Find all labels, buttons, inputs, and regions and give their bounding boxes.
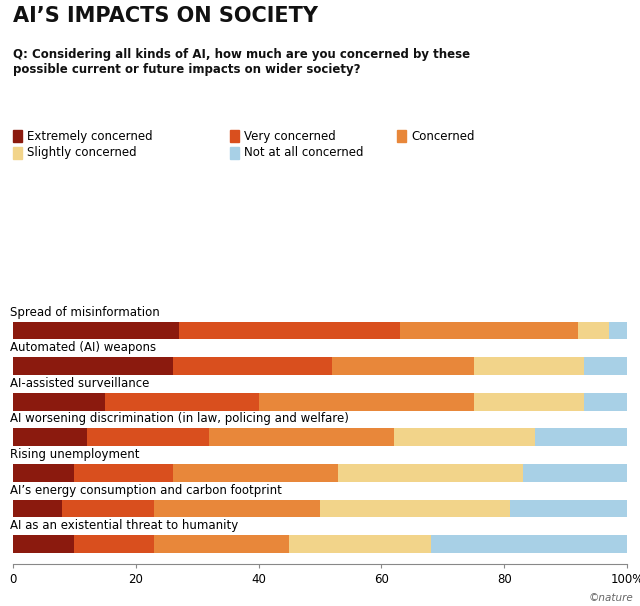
Text: Extremely concerned: Extremely concerned <box>27 130 152 143</box>
Bar <box>474 393 584 410</box>
Bar <box>209 428 394 446</box>
Bar <box>259 393 474 410</box>
Bar <box>13 464 74 482</box>
Text: AI’S IMPACTS ON SOCIETY: AI’S IMPACTS ON SOCIETY <box>13 6 318 26</box>
Text: Slightly concerned: Slightly concerned <box>27 146 136 159</box>
Bar <box>62 499 154 518</box>
Text: AI as an existential threat to humanity: AI as an existential threat to humanity <box>10 519 238 532</box>
Bar <box>74 464 173 482</box>
Bar <box>13 322 179 339</box>
Bar <box>74 535 154 553</box>
Text: Q: Considering all kinds of AI, how much are you concerned by these
possible cur: Q: Considering all kinds of AI, how much… <box>13 48 470 76</box>
Bar <box>584 357 627 375</box>
Bar <box>609 322 627 339</box>
Text: AI-assisted surveillance: AI-assisted surveillance <box>10 377 149 390</box>
Bar <box>179 322 400 339</box>
Bar <box>474 357 584 375</box>
Bar <box>173 464 339 482</box>
Bar <box>320 499 511 518</box>
Bar <box>13 357 173 375</box>
Text: Concerned: Concerned <box>411 130 474 143</box>
Text: Spread of misinformation: Spread of misinformation <box>10 305 159 319</box>
Bar <box>105 393 259 410</box>
Bar <box>13 535 74 553</box>
Bar <box>86 428 209 446</box>
Text: Rising unemployment: Rising unemployment <box>10 448 140 461</box>
Text: AI’s energy consumption and carbon footprint: AI’s energy consumption and carbon footp… <box>10 484 282 497</box>
Bar <box>289 535 431 553</box>
Bar <box>394 428 535 446</box>
Bar <box>339 464 523 482</box>
Text: Not at all concerned: Not at all concerned <box>244 146 364 159</box>
Text: AI worsening discrimination (in law, policing and welfare): AI worsening discrimination (in law, pol… <box>10 413 349 425</box>
Text: Automated (AI) weapons: Automated (AI) weapons <box>10 341 156 355</box>
Bar <box>535 428 627 446</box>
Bar <box>578 322 609 339</box>
Bar <box>400 322 578 339</box>
Bar <box>154 535 289 553</box>
Text: Very concerned: Very concerned <box>244 130 336 143</box>
Bar <box>511 499 627 518</box>
Text: ©nature: ©nature <box>589 593 634 603</box>
Bar <box>431 535 627 553</box>
Bar <box>13 393 105 410</box>
Bar <box>173 357 332 375</box>
Bar <box>584 393 627 410</box>
Bar <box>523 464 627 482</box>
Bar <box>13 428 86 446</box>
Bar <box>154 499 320 518</box>
Bar <box>332 357 474 375</box>
Bar <box>13 499 62 518</box>
